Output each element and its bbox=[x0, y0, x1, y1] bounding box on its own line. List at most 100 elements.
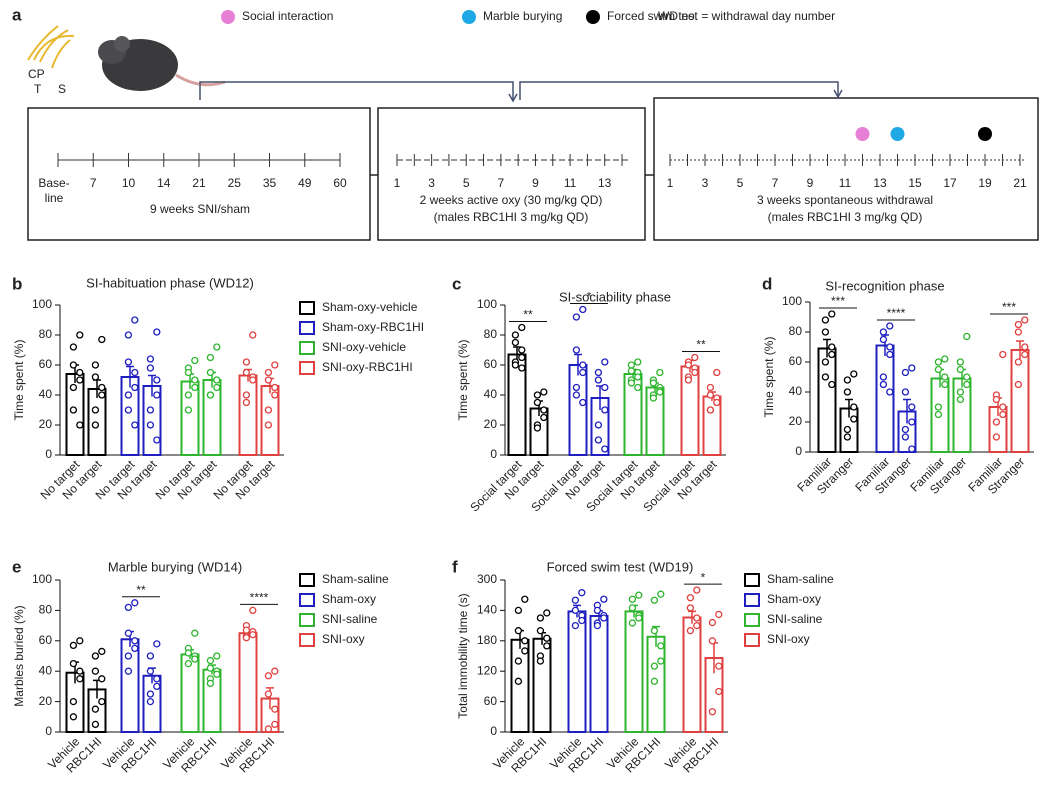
y-tick-label: 40 bbox=[39, 663, 53, 677]
y-tick-label: 100 bbox=[32, 572, 52, 586]
legend-swatch bbox=[299, 613, 315, 627]
data-point bbox=[821, 358, 830, 366]
error-bar bbox=[688, 610, 696, 624]
data-point bbox=[76, 368, 84, 377]
data-point bbox=[146, 421, 155, 429]
y-tick-label: 80 bbox=[39, 327, 53, 341]
data-point bbox=[843, 425, 852, 434]
data-point bbox=[713, 368, 721, 377]
data-point bbox=[131, 637, 139, 645]
y-tick-label: 20 bbox=[39, 417, 53, 431]
data-point bbox=[693, 614, 701, 622]
data-point bbox=[634, 358, 642, 366]
legend-label: Forced swim test bbox=[607, 9, 698, 23]
data-point bbox=[76, 675, 84, 683]
data-point bbox=[901, 388, 910, 396]
data-point bbox=[706, 391, 715, 399]
legend-swatch bbox=[299, 361, 315, 375]
data-point bbox=[543, 642, 551, 650]
tick-label: 7 bbox=[90, 176, 97, 190]
data-point bbox=[628, 604, 637, 612]
data-point bbox=[69, 641, 78, 650]
data-point bbox=[941, 355, 949, 363]
data-point bbox=[992, 418, 1001, 426]
data-point bbox=[124, 358, 133, 366]
data-point bbox=[184, 649, 193, 657]
legend-label: Sham-saline bbox=[767, 572, 834, 586]
legend-label: Sham-oxy bbox=[767, 592, 821, 606]
data-point bbox=[715, 687, 723, 696]
data-point bbox=[69, 343, 78, 351]
legend-label: SNI-oxy bbox=[767, 632, 810, 646]
data-point bbox=[657, 657, 665, 665]
data-point bbox=[131, 316, 139, 324]
caption: 9 weeks SNI/sham bbox=[150, 202, 250, 216]
y-tick-label: 100 bbox=[782, 294, 802, 308]
data-point bbox=[191, 356, 199, 365]
error-bar bbox=[126, 365, 134, 388]
data-point bbox=[656, 388, 664, 396]
data-point bbox=[901, 368, 910, 377]
data-point bbox=[999, 410, 1007, 419]
caption: (males RBC1HI 3 mg/kg QD) bbox=[768, 210, 923, 224]
data-point bbox=[124, 629, 133, 637]
data-point bbox=[184, 391, 193, 399]
data-point bbox=[131, 368, 139, 377]
data-point bbox=[901, 425, 910, 434]
bar bbox=[202, 379, 222, 456]
data-point bbox=[628, 595, 637, 603]
significance-label: **** bbox=[887, 306, 906, 320]
y-tick-label: 60 bbox=[39, 357, 53, 371]
data-point bbox=[1014, 358, 1023, 366]
panel-label: e bbox=[12, 557, 21, 576]
tick-label: 21 bbox=[192, 176, 206, 190]
data-point bbox=[540, 413, 548, 422]
data-point bbox=[514, 606, 523, 615]
chart-title: Forced swim test (WD19) bbox=[547, 559, 694, 574]
data-point bbox=[828, 350, 836, 359]
data-point bbox=[543, 634, 551, 642]
tick-label: 21 bbox=[1013, 176, 1027, 190]
bar bbox=[238, 632, 258, 734]
data-point bbox=[514, 627, 523, 635]
data-point bbox=[879, 335, 888, 344]
data-point bbox=[213, 343, 221, 351]
data-point bbox=[184, 368, 193, 377]
data-point bbox=[271, 383, 279, 392]
data-point bbox=[91, 667, 100, 675]
data-point bbox=[153, 328, 161, 336]
y-tick-label: 0 bbox=[490, 447, 497, 461]
data-point bbox=[213, 670, 221, 678]
data-point bbox=[693, 586, 701, 594]
tick-label: 60 bbox=[333, 176, 347, 190]
data-point bbox=[908, 364, 916, 372]
data-point bbox=[635, 591, 643, 599]
y-tick-label: 0 bbox=[45, 447, 52, 461]
y-tick-label: 100 bbox=[477, 297, 497, 311]
data-point bbox=[242, 398, 251, 407]
bar bbox=[1010, 349, 1030, 453]
data-point bbox=[594, 421, 603, 429]
data-point bbox=[249, 331, 257, 339]
bar bbox=[567, 610, 587, 733]
data-point bbox=[146, 652, 155, 660]
significance-label: **** bbox=[250, 591, 269, 605]
legend-swatch bbox=[299, 301, 315, 315]
data-point bbox=[579, 398, 587, 407]
tick-label: 5 bbox=[737, 176, 744, 190]
data-point bbox=[242, 391, 251, 399]
data-point bbox=[628, 619, 637, 627]
data-point bbox=[511, 331, 520, 339]
legend-swatch bbox=[744, 573, 760, 587]
data-point bbox=[686, 627, 695, 635]
data-point bbox=[98, 675, 106, 683]
event-marker bbox=[855, 127, 870, 141]
box-frames bbox=[27, 81, 1039, 241]
panel-label: d bbox=[762, 274, 772, 293]
y-tick-label: 60 bbox=[484, 357, 498, 371]
data-point bbox=[191, 629, 199, 637]
data-point bbox=[264, 406, 273, 414]
tick-label: 11 bbox=[564, 176, 577, 190]
significance-label: ** bbox=[696, 338, 706, 352]
